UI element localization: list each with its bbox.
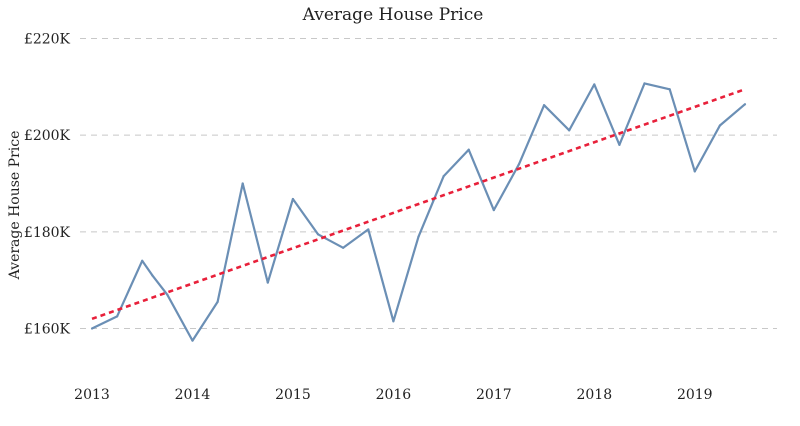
data-point (141, 259, 144, 262)
data-point (542, 104, 546, 107)
data-point (743, 103, 747, 106)
data-point (467, 148, 470, 151)
x-tick-label: 2018 (576, 387, 612, 403)
data-point (241, 182, 244, 185)
x-tick-label: 2014 (175, 387, 211, 403)
data-point (342, 246, 345, 249)
y-axis-label: Average House Price (7, 131, 23, 281)
trendline (91, 88, 746, 321)
series-line (91, 82, 746, 342)
data-point (316, 233, 320, 236)
data-point (90, 327, 94, 330)
y-tick-label: £200K (24, 128, 71, 144)
data-point (191, 339, 194, 342)
chart-title: Average House Price (302, 5, 484, 25)
trendline-group (91, 88, 746, 321)
data-point (166, 293, 169, 296)
data-point (216, 300, 219, 304)
data-point (668, 88, 671, 91)
data-point (568, 129, 571, 132)
y-tick-labels: £160K £180K £200K £220K (24, 32, 71, 338)
data-point (442, 175, 445, 178)
x-tick-label: 2016 (376, 387, 412, 403)
data-point (151, 274, 154, 277)
gridlines (80, 38, 777, 329)
x-tick-label: 2013 (74, 387, 110, 403)
data-point (291, 197, 295, 201)
data-point (266, 281, 269, 284)
data-point (517, 163, 521, 166)
x-tick-label: 2019 (677, 387, 713, 403)
y-tick-label: £180K (24, 225, 71, 241)
x-tick-labels: 2013 2014 2015 2016 2017 2018 2019 (74, 387, 712, 403)
series-group (90, 82, 747, 342)
data-point (392, 320, 395, 323)
data-point (492, 208, 495, 212)
data-point (116, 315, 119, 318)
data-point (643, 82, 646, 85)
data-point (718, 124, 721, 127)
x-tick-label: 2015 (275, 387, 311, 403)
data-point (417, 235, 420, 238)
y-tick-label: £220K (24, 32, 71, 48)
x-tick-label: 2017 (476, 387, 512, 403)
data-point (618, 143, 621, 146)
data-point (593, 83, 596, 86)
data-point (693, 170, 696, 173)
data-point (367, 228, 370, 231)
y-tick-label: £160K (24, 322, 71, 338)
